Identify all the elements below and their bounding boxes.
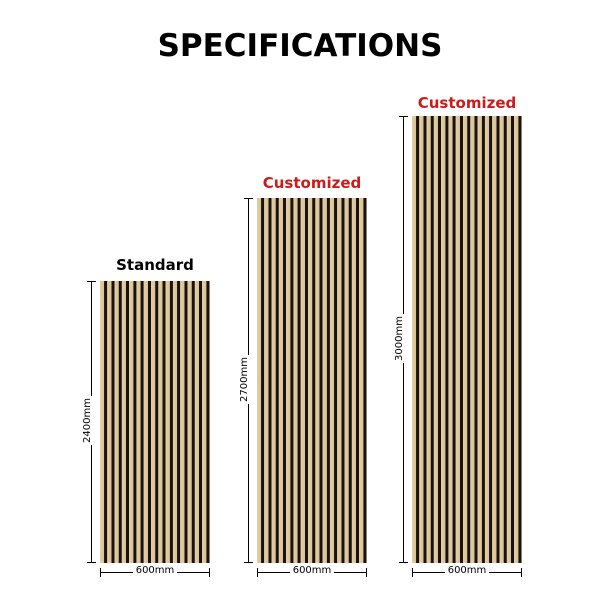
width-label: 600mm — [132, 565, 178, 576]
height-label: 2700mm — [238, 355, 250, 404]
panel-label-customized: Customized — [262, 174, 362, 192]
panel-customized-3000 — [412, 116, 522, 563]
width-label: 600mm — [444, 565, 490, 576]
panel-customized-2700 — [257, 198, 367, 563]
panel-standard — [100, 281, 210, 563]
height-label: 2400mm — [81, 396, 93, 445]
panel-label-customized: Customized — [417, 94, 517, 112]
height-label: 3000mm — [393, 314, 405, 363]
panel-label-standard: Standard — [116, 256, 194, 274]
page-title: SPECIFICATIONS — [157, 28, 443, 64]
width-label: 600mm — [289, 565, 335, 576]
